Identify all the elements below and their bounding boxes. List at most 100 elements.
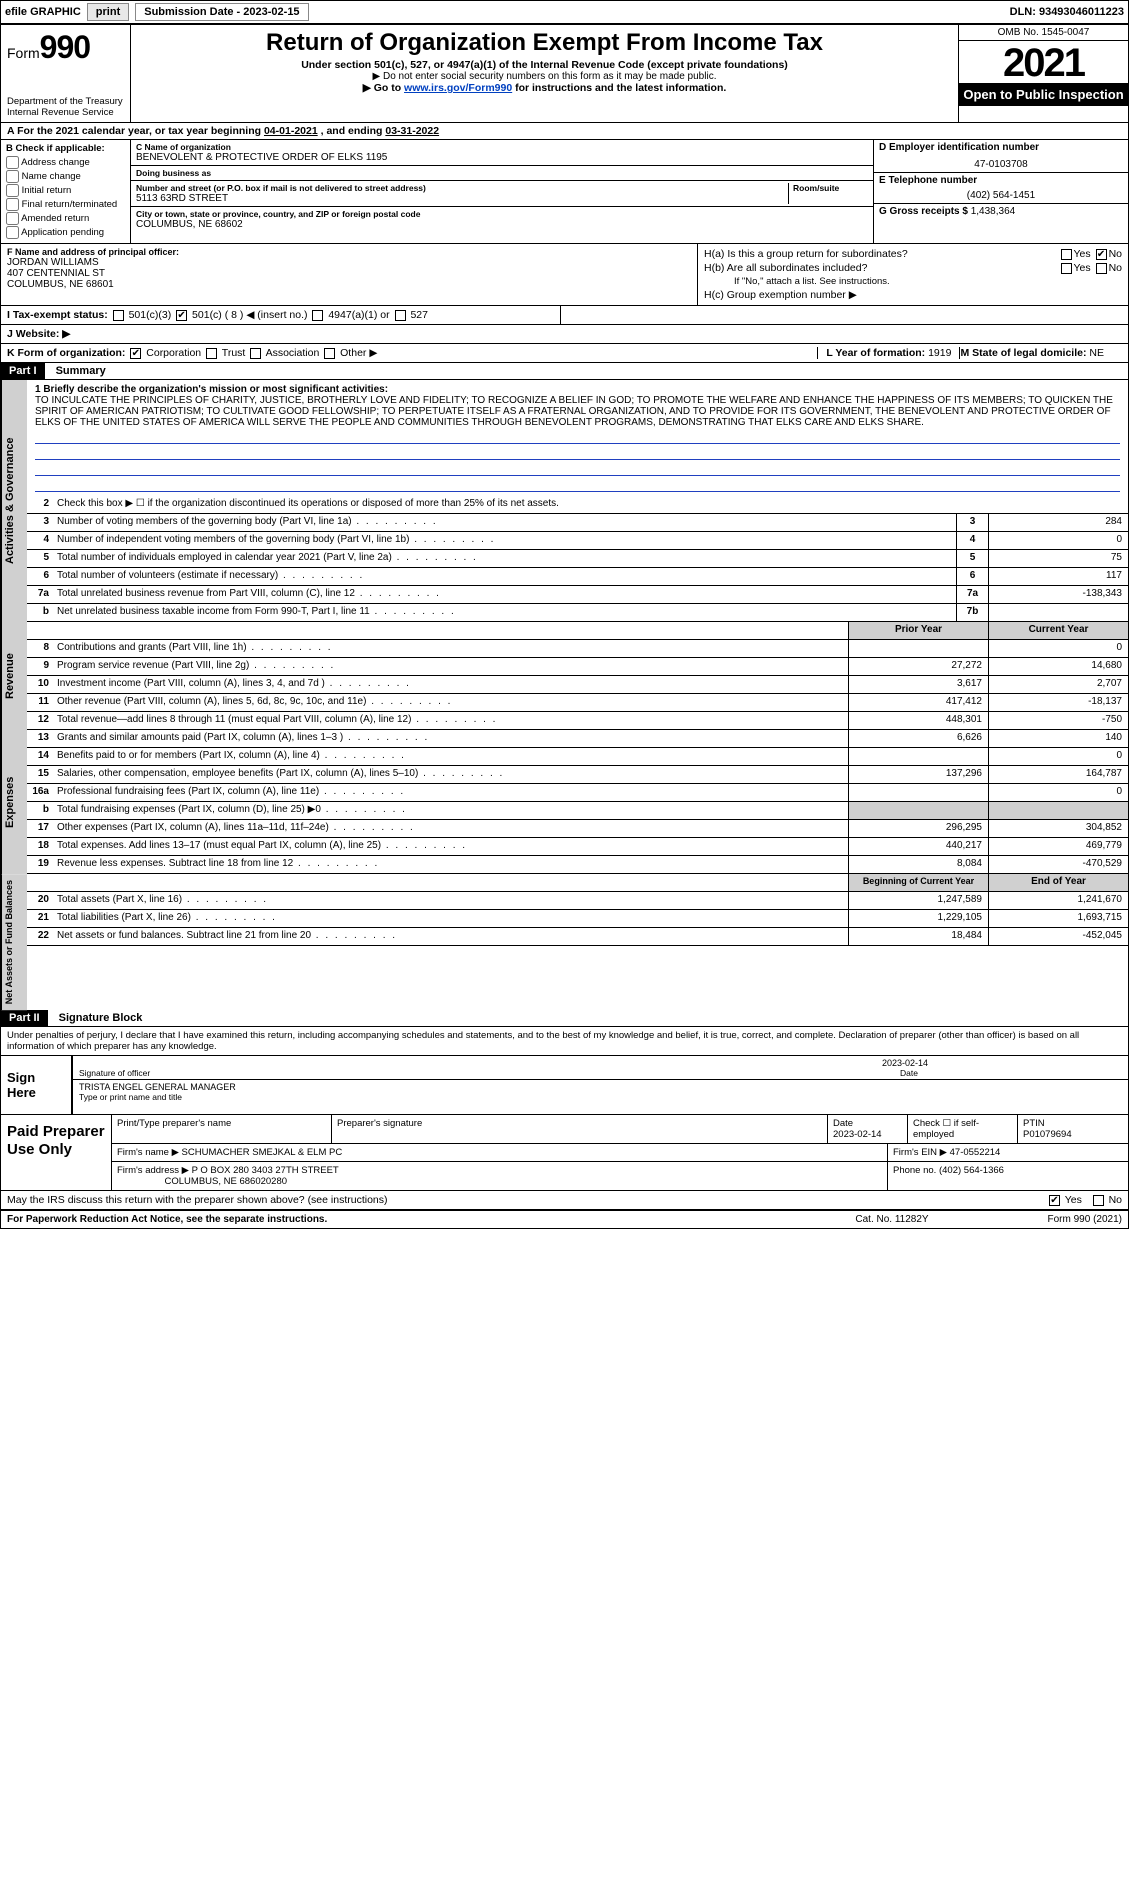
irs-link[interactable]: www.irs.gov/Form990 — [404, 82, 512, 94]
part-1-header: Part I Summary — [1, 363, 1128, 380]
form-subtitle-2: ▶ Do not enter social security numbers o… — [139, 71, 950, 82]
city-cell: City or town, state or province, country… — [131, 207, 873, 232]
state-domicile: NE — [1089, 347, 1104, 359]
line-12: 12 Total revenue—add lines 8 through 11 … — [27, 712, 1128, 730]
paid-row-1: Print/Type preparer's name Preparer's si… — [112, 1115, 1128, 1144]
line-7a: 7a Total unrelated business revenue from… — [27, 586, 1128, 604]
name-line: TRISTA ENGEL GENERAL MANAGER Type or pri… — [73, 1080, 1128, 1104]
row-f-h: F Name and address of principal officer:… — [1, 244, 1128, 306]
row-j: J Website: ▶ — [1, 325, 1128, 344]
print-button[interactable]: print — [87, 3, 129, 21]
officer-print-name: TRISTA ENGEL GENERAL MANAGER — [79, 1082, 1122, 1092]
gross-receipts-cell: G Gross receipts $ 1,438,364 — [874, 204, 1128, 232]
discuss-yes[interactable] — [1049, 1195, 1060, 1206]
ha-yes[interactable] — [1061, 249, 1072, 260]
line-20: 20 Total assets (Part X, line 16) 1,247,… — [27, 892, 1128, 910]
mission-block: 1 Briefly describe the organization's mi… — [27, 380, 1128, 496]
section-b-to-g: B Check if applicable: Address change Na… — [1, 140, 1128, 244]
ha-no[interactable] — [1096, 249, 1107, 260]
efile-label: efile GRAPHIC — [5, 6, 81, 18]
line-13: 13 Grants and similar amounts paid (Part… — [27, 730, 1128, 748]
line-8: 8 Contributions and grants (Part VIII, l… — [27, 640, 1128, 658]
line-b: b Total fundraising expenses (Part IX, c… — [27, 802, 1128, 820]
telephone-value: (402) 564-1451 — [879, 190, 1123, 201]
chk-final-return[interactable]: Final return/terminated — [6, 198, 125, 211]
chk-501c[interactable] — [176, 310, 187, 321]
vtab-expenses: Expenses — [1, 730, 27, 874]
header-right: OMB No. 1545-0047 2021 Open to Public In… — [958, 25, 1128, 122]
chk-trust[interactable] — [206, 348, 217, 359]
topbar: efile GRAPHIC print Submission Date - 20… — [0, 0, 1129, 24]
hb-yes[interactable] — [1061, 263, 1072, 274]
chk-amended[interactable]: Amended return — [6, 212, 125, 225]
form-title: Return of Organization Exempt From Incom… — [139, 29, 950, 57]
col-b-header: B Check if applicable: — [6, 143, 125, 154]
org-name: BENEVOLENT & PROTECTIVE ORDER OF ELKS 11… — [136, 152, 868, 163]
h-c: H(c) Group exemption number ▶ — [704, 289, 1122, 301]
dept-treasury: Department of the Treasury — [7, 96, 124, 107]
chk-name-change[interactable]: Name change — [6, 170, 125, 183]
line-18: 18 Total expenses. Add lines 13–17 (must… — [27, 838, 1128, 856]
h-b: H(b) Are all subordinates included? Yes … — [704, 262, 1122, 274]
submission-date-box: Submission Date - 2023-02-15 — [135, 3, 308, 21]
line-b: b Net unrelated business taxable income … — [27, 604, 1128, 622]
address-cell: Number and street (or P.O. box if mail i… — [131, 181, 873, 207]
net-header: Beginning of Current Year End of Year — [27, 874, 1128, 892]
line-17: 17 Other expenses (Part IX, column (A), … — [27, 820, 1128, 838]
expenses-block: Expenses 13 Grants and similar amounts p… — [1, 730, 1128, 874]
street-address: 5113 63RD STREET — [136, 193, 788, 204]
chk-other[interactable] — [324, 348, 335, 359]
line-15: 15 Salaries, other compensation, employe… — [27, 766, 1128, 784]
vtab-net-assets: Net Assets or Fund Balances — [1, 874, 27, 1010]
footer-cat: Cat. No. 11282Y — [802, 1214, 982, 1225]
footer-form: Form 990 (2021) — [982, 1214, 1122, 1225]
vtab-governance: Activities & Governance — [1, 380, 27, 622]
chk-application-pending[interactable]: Application pending — [6, 226, 125, 239]
omb-number: OMB No. 1545-0047 — [959, 25, 1128, 41]
chk-initial-return[interactable]: Initial return — [6, 184, 125, 197]
penalties-text: Under penalties of perjury, I declare th… — [1, 1027, 1128, 1056]
line-21: 21 Total liabilities (Part X, line 26) 1… — [27, 910, 1128, 928]
chk-501c3[interactable] — [113, 310, 124, 321]
line-5: 5 Total number of individuals employed i… — [27, 550, 1128, 568]
line-3: 3 Number of voting members of the govern… — [27, 514, 1128, 532]
firm-address: P O BOX 280 3403 27TH STREET — [192, 1165, 339, 1176]
firm-phone: (402) 564-1366 — [939, 1165, 1004, 1176]
line-22: 22 Net assets or fund balances. Subtract… — [27, 928, 1128, 946]
chk-corp[interactable] — [130, 348, 141, 359]
h-b-note: If "No," attach a list. See instructions… — [704, 276, 1122, 287]
open-public: Open to Public Inspection — [959, 83, 1128, 106]
chk-address-change[interactable]: Address change — [6, 156, 125, 169]
row-k: K Form of organization: Corporation Trus… — [1, 344, 1128, 363]
footer: For Paperwork Reduction Act Notice, see … — [1, 1210, 1128, 1228]
activities-governance-block: Activities & Governance 1 Briefly descri… — [1, 380, 1128, 622]
chk-assoc[interactable] — [250, 348, 261, 359]
mission-text: TO INCULCATE THE PRINCIPLES OF CHARITY, … — [35, 395, 1120, 428]
sign-here-block: Sign Here 2023-02-14 Signature of office… — [1, 1056, 1128, 1115]
line-19: 19 Revenue less expenses. Subtract line … — [27, 856, 1128, 874]
paid-row-3: Firm's address ▶ P O BOX 280 3403 27TH S… — [112, 1162, 1128, 1190]
ptin: P01079694 — [1023, 1129, 1072, 1140]
col-c: C Name of organization BENEVOLENT & PROT… — [131, 140, 873, 243]
col-f: F Name and address of principal officer:… — [1, 244, 698, 305]
revenue-header: Prior Year Current Year — [27, 622, 1128, 640]
officer-name: JORDAN WILLIAMS — [7, 257, 691, 268]
paid-preparer-block: Paid Preparer Use Only Print/Type prepar… — [1, 1115, 1128, 1191]
col-h: H(a) Is this a group return for subordin… — [698, 244, 1128, 305]
ein-value: 47-0103708 — [879, 159, 1123, 170]
sign-here-label: Sign Here — [1, 1056, 71, 1114]
gross-receipts-value: 1,438,364 — [971, 206, 1016, 217]
chk-4947[interactable] — [312, 310, 323, 321]
discuss-no[interactable] — [1093, 1195, 1104, 1206]
telephone-cell: E Telephone number (402) 564-1451 — [874, 173, 1128, 204]
hb-no[interactable] — [1096, 263, 1107, 274]
chk-527[interactable] — [395, 310, 406, 321]
paid-preparer-label: Paid Preparer Use Only — [1, 1115, 111, 1190]
header-left: Form990 Department of the Treasury Inter… — [1, 25, 131, 122]
line-16a: 16a Professional fundraising fees (Part … — [27, 784, 1128, 802]
net-assets-block: Net Assets or Fund Balances Beginning of… — [1, 874, 1128, 1010]
line-9: 9 Program service revenue (Part VIII, li… — [27, 658, 1128, 676]
line-11: 11 Other revenue (Part VIII, column (A),… — [27, 694, 1128, 712]
org-name-cell: C Name of organization BENEVOLENT & PROT… — [131, 140, 873, 166]
form-subtitle-1: Under section 501(c), 527, or 4947(a)(1)… — [139, 59, 950, 71]
